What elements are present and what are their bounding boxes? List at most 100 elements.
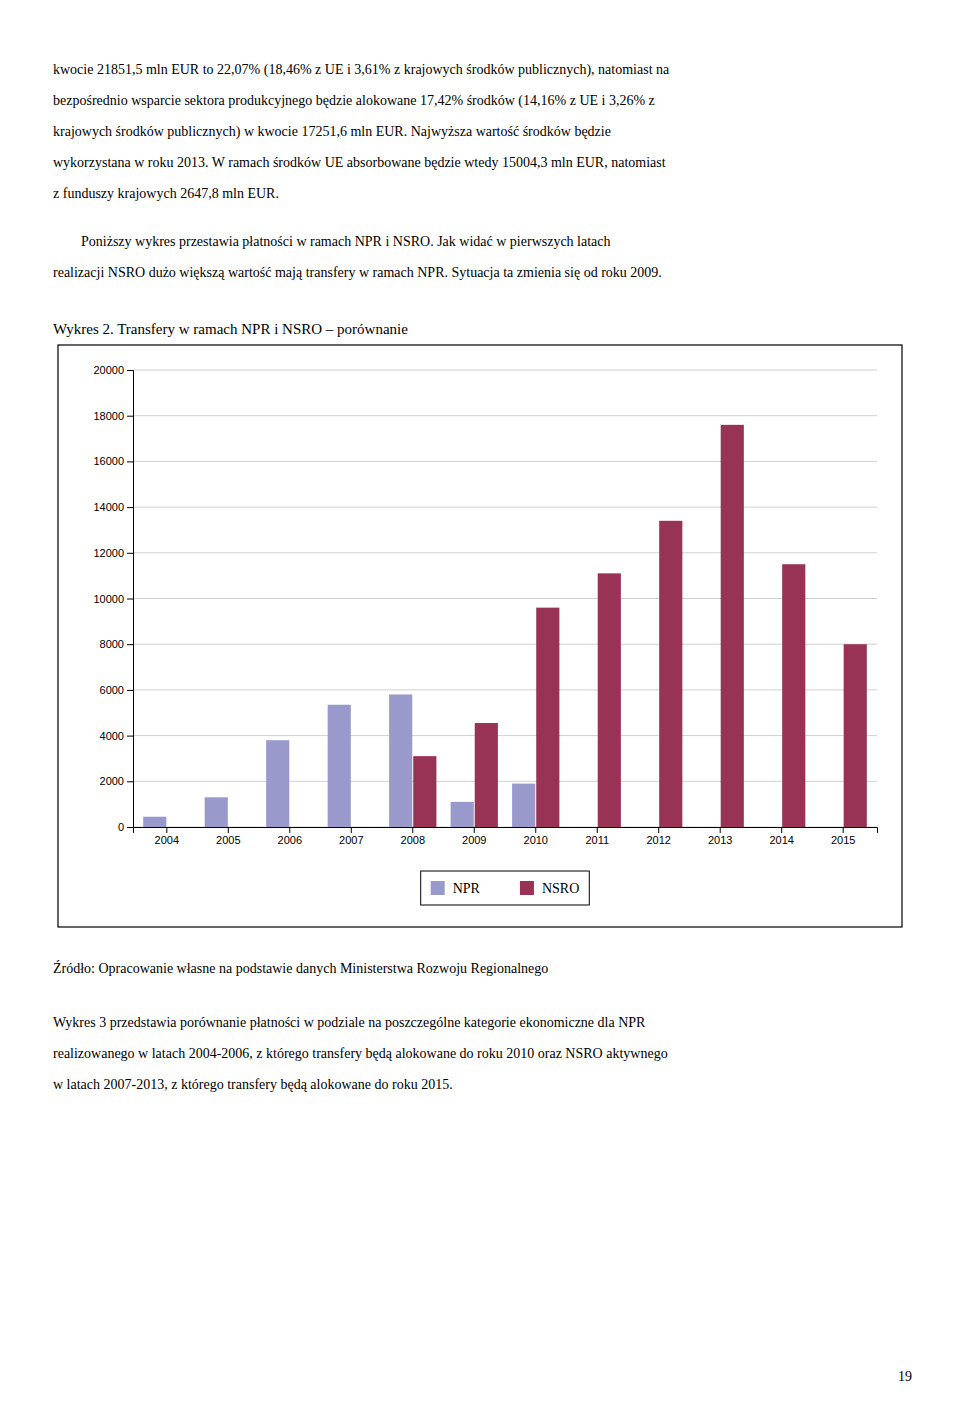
tick-label: 14000 bbox=[93, 501, 124, 513]
y-tick: 6000 bbox=[100, 684, 133, 696]
bar bbox=[451, 802, 474, 827]
y-tick: 18000 bbox=[93, 410, 133, 422]
bar bbox=[758, 827, 781, 828]
bar bbox=[598, 573, 621, 827]
bar bbox=[782, 564, 805, 827]
tick-label: 6000 bbox=[100, 684, 124, 696]
grid-line bbox=[133, 735, 877, 736]
y-axis: 0200040006000800010000120001400016000180… bbox=[93, 364, 133, 833]
legend-item: NSRO bbox=[520, 881, 579, 896]
tick-label: 2005 bbox=[216, 834, 240, 846]
bar bbox=[205, 797, 228, 827]
legend-label: NPR bbox=[453, 881, 481, 896]
tick-mark bbox=[127, 690, 133, 691]
tick-mark bbox=[412, 827, 413, 833]
tick-label: 2007 bbox=[339, 834, 363, 846]
tick-mark bbox=[166, 827, 167, 833]
tick-mark bbox=[127, 416, 133, 417]
x-tick: 2015 bbox=[831, 827, 855, 846]
bar bbox=[290, 827, 313, 828]
bar bbox=[574, 827, 597, 828]
tick-label: 18000 bbox=[93, 410, 124, 422]
x-tick: 2009 bbox=[462, 827, 486, 846]
y-tick: 16000 bbox=[93, 455, 133, 467]
grid-line bbox=[133, 370, 877, 371]
tick-mark bbox=[127, 644, 133, 645]
x-tick: 2006 bbox=[278, 827, 302, 846]
y-tick: 2000 bbox=[100, 775, 133, 787]
tick-mark bbox=[127, 599, 133, 600]
bar bbox=[721, 425, 744, 827]
tick-label: 2014 bbox=[769, 834, 793, 846]
bar bbox=[229, 827, 252, 828]
body-text: realizowanego w latach 2004-2006, z któr… bbox=[53, 1046, 668, 1061]
tick-mark bbox=[127, 781, 133, 782]
bar-series bbox=[143, 694, 535, 827]
legend-swatch bbox=[520, 881, 534, 895]
y-tick: 14000 bbox=[93, 501, 133, 513]
tick-mark bbox=[127, 736, 133, 737]
page: kwocie 21851,5 mln EUR to 22,07% (18,46%… bbox=[0, 0, 960, 1416]
tick-mark bbox=[720, 827, 721, 833]
bar bbox=[820, 827, 843, 828]
bar bbox=[697, 827, 720, 828]
body-text: kwocie 21851,5 mln EUR to 22,07% (18,46%… bbox=[53, 62, 670, 78]
tick-mark bbox=[843, 827, 844, 833]
tick-mark bbox=[658, 827, 659, 833]
x-tick: 2005 bbox=[216, 827, 240, 846]
y-tick: 20000 bbox=[93, 364, 133, 376]
tick-label: 2004 bbox=[155, 834, 179, 846]
legend-label: NSRO bbox=[542, 881, 579, 896]
tick-label: 2006 bbox=[278, 834, 302, 846]
grid-line bbox=[133, 415, 877, 416]
grid-line bbox=[133, 644, 877, 645]
y-tick: 4000 bbox=[100, 730, 133, 742]
body-text: Wykres 3 przedstawia porównanie płatnośc… bbox=[53, 1015, 646, 1030]
bar bbox=[143, 817, 166, 827]
y-tick: 0 bbox=[118, 821, 133, 833]
tick-mark bbox=[127, 553, 133, 554]
source-text: Źródło: Opracowanie własne na podstawie … bbox=[53, 960, 548, 976]
body-text: bezpośrednio wsparcie sektora produkcyjn… bbox=[53, 93, 655, 109]
bar bbox=[536, 608, 559, 827]
tick-mark bbox=[289, 827, 290, 833]
plot: 0200040006000800010000120001400016000180… bbox=[93, 364, 877, 846]
legend: NPR NSRO bbox=[421, 871, 590, 905]
tick-label: 0 bbox=[118, 821, 124, 833]
tick-label: 2011 bbox=[585, 834, 609, 846]
tick-mark bbox=[127, 370, 133, 371]
tick-label: 4000 bbox=[100, 730, 124, 742]
tick-mark bbox=[781, 827, 782, 833]
tick-label: 20000 bbox=[93, 364, 124, 376]
tick-label: 8000 bbox=[100, 638, 124, 650]
x-axis: 2004200520062007200820092010201120122013… bbox=[134, 827, 878, 846]
axis-line bbox=[134, 828, 878, 834]
y-tick: 12000 bbox=[93, 547, 133, 559]
chart-frame bbox=[58, 345, 902, 927]
bar bbox=[328, 705, 351, 827]
tick-mark bbox=[474, 827, 475, 833]
bar bbox=[266, 740, 289, 827]
x-tick: 2011 bbox=[585, 827, 609, 846]
body-text: realizacji NSRO dużo większą wartość maj… bbox=[53, 265, 662, 280]
tick-label: 2009 bbox=[462, 834, 486, 846]
tick-mark bbox=[228, 827, 229, 833]
tick-label: 2000 bbox=[100, 775, 124, 787]
body-text: krajowych środków publicznych) w kwocie … bbox=[53, 124, 611, 140]
chart-title: Wykres 2. Transfery w ramach NPR i NSRO … bbox=[53, 321, 408, 337]
bar bbox=[659, 521, 682, 827]
bar bbox=[635, 827, 658, 828]
tick-label: 2015 bbox=[831, 834, 855, 846]
tick-mark bbox=[535, 827, 536, 833]
bar bbox=[352, 827, 375, 828]
tick-label: 2010 bbox=[524, 834, 548, 846]
grid-line bbox=[133, 507, 877, 508]
bar bbox=[413, 756, 436, 827]
x-tick: 2012 bbox=[646, 827, 670, 846]
x-tick: 2010 bbox=[524, 827, 548, 846]
bar bbox=[512, 784, 535, 827]
tick-label: 16000 bbox=[93, 455, 124, 467]
y-tick: 8000 bbox=[100, 638, 133, 650]
body-text: w latach 2007-2013, z którego transfery … bbox=[53, 1077, 453, 1092]
legend-item: NPR bbox=[431, 881, 481, 896]
